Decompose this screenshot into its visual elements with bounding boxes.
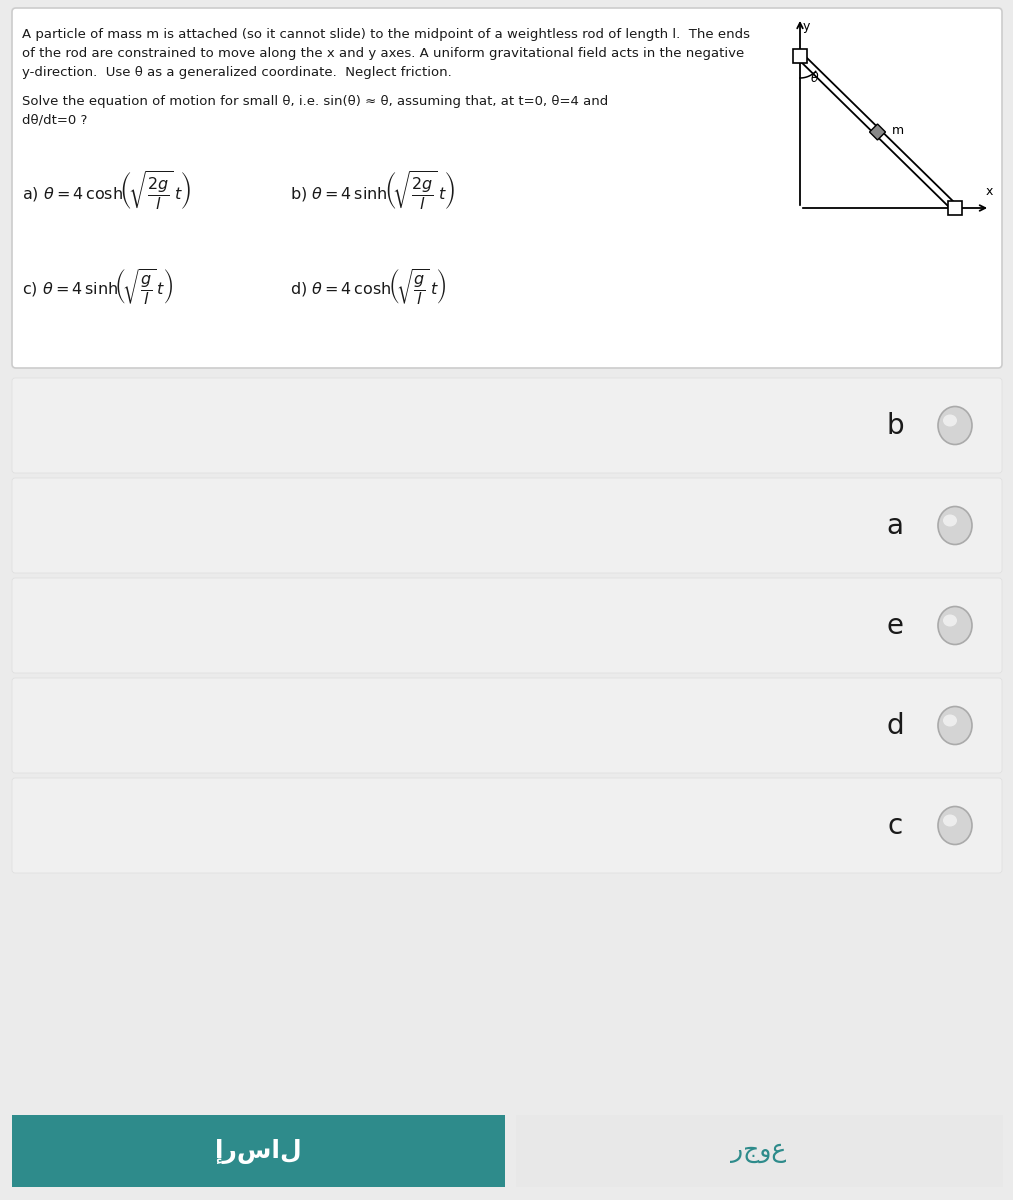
Text: m: m (891, 124, 904, 137)
Ellipse shape (943, 515, 957, 527)
FancyBboxPatch shape (12, 8, 1002, 368)
Text: a: a (886, 511, 904, 540)
FancyBboxPatch shape (12, 378, 1002, 473)
Polygon shape (869, 124, 885, 140)
Text: b: b (886, 412, 904, 439)
Bar (793, 49, 807, 62)
Text: d: d (886, 712, 904, 739)
Text: c: c (887, 811, 903, 840)
Text: d) $\theta = 4\,\mathrm{cosh}\!\left(\!\sqrt{\dfrac{g}{l}}\,t\right)$: d) $\theta = 4\,\mathrm{cosh}\!\left(\!\… (290, 268, 447, 308)
FancyBboxPatch shape (12, 578, 1002, 673)
Text: e: e (886, 612, 904, 640)
Text: of the rod are constrained to move along the x and y axes. A uniform gravitation: of the rod are constrained to move along… (22, 47, 745, 60)
Ellipse shape (938, 806, 972, 845)
Ellipse shape (938, 707, 972, 744)
Text: رجوع: رجوع (731, 1139, 787, 1163)
Ellipse shape (943, 815, 957, 827)
Bar (516, 1115, 1003, 1187)
Text: c) $\theta = 4\,\mathrm{sinh}\!\left(\!\sqrt{\dfrac{g}{l}}\,t\right)$: c) $\theta = 4\,\mathrm{sinh}\!\left(\!\… (22, 268, 173, 308)
Bar (948, 200, 962, 215)
Text: Solve the equation of motion for small θ, i.e. sin(θ) ≈ θ, assuming that, at t=0: Solve the equation of motion for small θ… (22, 95, 608, 108)
Ellipse shape (938, 407, 972, 444)
Text: A particle of mass m is attached (so it cannot slide) to the midpoint of a weigh: A particle of mass m is attached (so it … (22, 28, 750, 41)
Text: a) $\theta = 4\,\mathrm{cosh}\!\left(\!\sqrt{\dfrac{2g}{l}}\,t\right)$: a) $\theta = 4\,\mathrm{cosh}\!\left(\!\… (22, 170, 191, 214)
Text: dθ/dt=0 ?: dθ/dt=0 ? (22, 114, 87, 126)
Ellipse shape (938, 506, 972, 545)
Ellipse shape (943, 414, 957, 426)
Text: y-direction.  Use θ as a generalized coordinate.  Neglect friction.: y-direction. Use θ as a generalized coor… (22, 66, 452, 79)
FancyBboxPatch shape (12, 678, 1002, 773)
FancyBboxPatch shape (12, 478, 1002, 572)
Text: إرسال: إرسال (214, 1139, 302, 1164)
Ellipse shape (943, 714, 957, 726)
Text: $\theta$: $\theta$ (810, 71, 820, 85)
Text: b) $\theta = 4\,\mathrm{sinh}\!\left(\!\sqrt{\dfrac{2g}{l}}\,t\right)$: b) $\theta = 4\,\mathrm{sinh}\!\left(\!\… (290, 170, 456, 214)
Ellipse shape (943, 614, 957, 626)
Text: y: y (803, 20, 810, 32)
FancyBboxPatch shape (12, 778, 1002, 874)
Bar (12, 1115, 505, 1187)
Ellipse shape (938, 606, 972, 644)
Text: x: x (986, 185, 994, 198)
